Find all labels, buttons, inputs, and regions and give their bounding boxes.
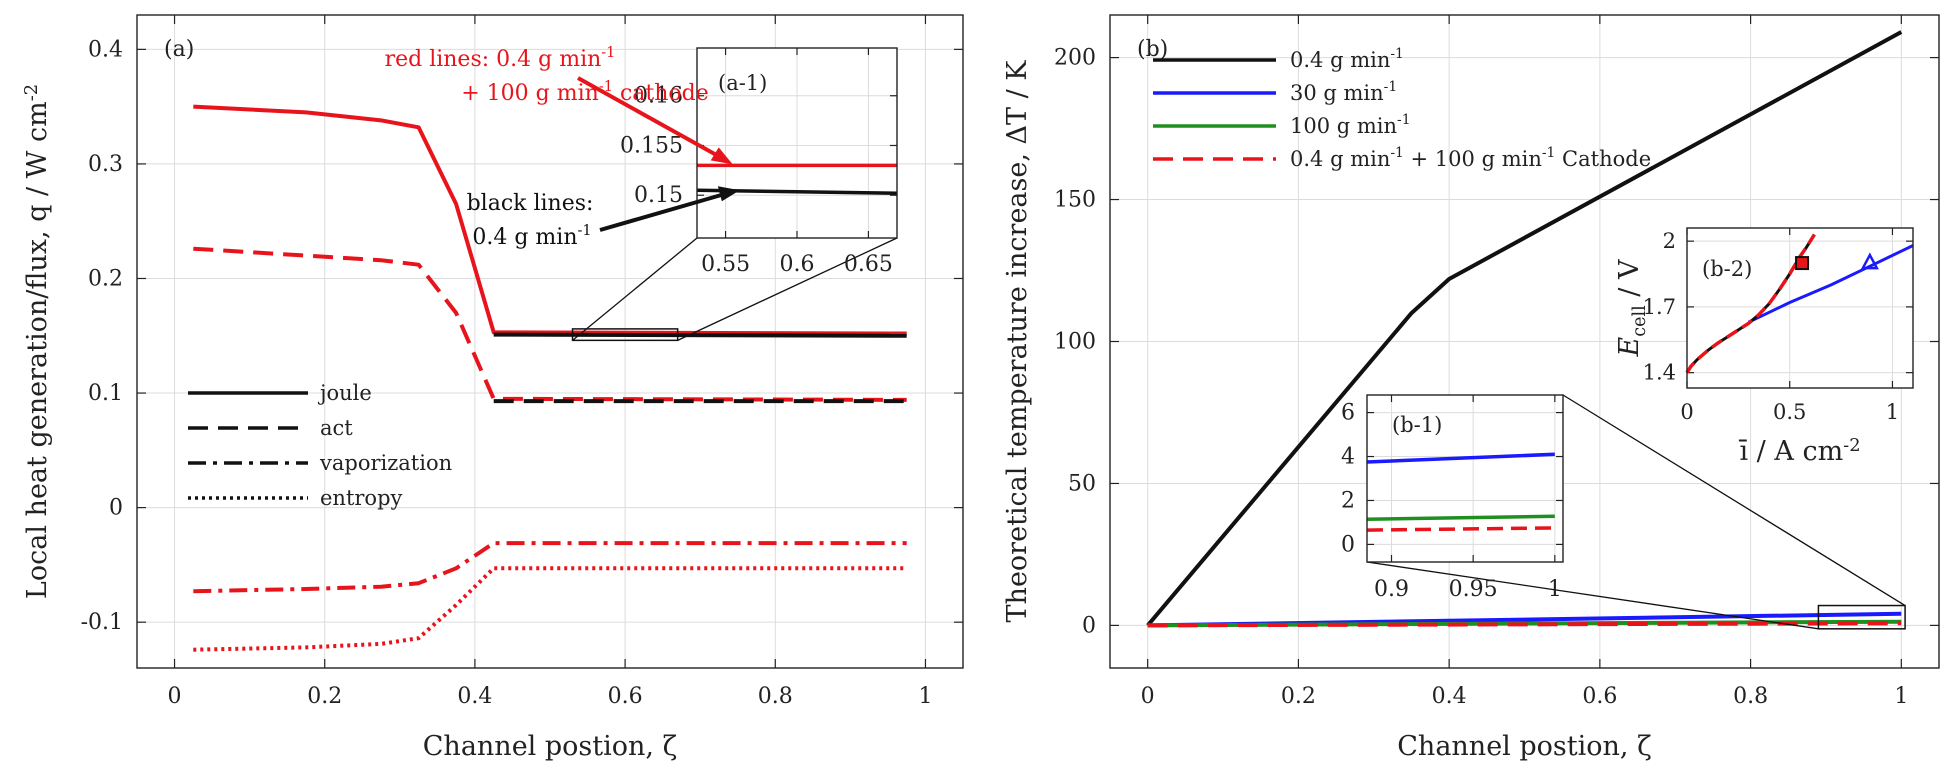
y-tick-label: 0 [1341, 532, 1355, 557]
x-tick-label: 1 [1894, 684, 1908, 709]
zoom-connector [677, 237, 898, 341]
x-axis-label: Channel postion, ζ [1397, 731, 1651, 762]
y-tick-label: 50 [1068, 471, 1096, 496]
x-tick-label: 0.8 [1733, 684, 1768, 709]
legend-label: 0.4 g min-1 [1290, 46, 1404, 72]
zoom-region [1817, 604, 1906, 630]
x-tick-label: 1 [1548, 577, 1562, 602]
series-line [493, 332, 907, 338]
annotation-arrow-black [599, 192, 725, 232]
annotation-black: 0.4 g min-1 [472, 223, 591, 250]
x-axis-label: Channel postion, ζ [423, 731, 677, 762]
x-tick-label: 0 [168, 684, 182, 709]
x-tick-label: 0.4 [1432, 684, 1467, 709]
legend-label: 30 g min-1 [1290, 79, 1397, 105]
y-tick-label: 100 [1054, 330, 1096, 355]
x-tick-label: 1 [1886, 400, 1899, 424]
y-tick-label: -0.1 [81, 610, 123, 635]
panel-a: 0 0.2 0.4 0.6 0.8 1 -0.1 0 0.1 0.2 0.3 0.4 (a) Channe… [21, 14, 964, 762]
y-tick-label: 200 [1054, 46, 1096, 71]
arrowhead-black [717, 186, 740, 202]
y-tick-label: 0 [109, 496, 123, 521]
series-line [193, 566, 907, 652]
x-tick-label: 0 [1680, 400, 1693, 424]
x-tick-label: 0.5 [1773, 400, 1806, 424]
x-tick-label: 0.2 [307, 684, 342, 709]
y-tick-label: 1.4 [1643, 361, 1676, 385]
x-tick-label: 0.4 [457, 684, 492, 709]
x-tick-label: 0.8 [758, 684, 793, 709]
series-line [1147, 621, 1902, 628]
series-line [193, 246, 907, 402]
legend-label: vaporization [319, 451, 452, 475]
inset-y-axis-label: Ecell / V [1614, 259, 1650, 357]
x-tick-label: 0.55 [701, 252, 750, 277]
series-line [193, 541, 907, 594]
inset-label: (a-1) [718, 71, 767, 95]
y-tick-label: 2 [1341, 488, 1355, 513]
legend-label: joule [317, 381, 372, 405]
x-tick-label: 0.6 [780, 252, 815, 277]
inset-x-axis-label: ī / A cm-2 [1738, 435, 1860, 467]
plot-frame-b [1109, 14, 1940, 669]
y-tick-label: 150 [1054, 188, 1096, 213]
zoom-connector [1366, 561, 1819, 630]
y-tick-label: 1.7 [1643, 295, 1676, 319]
y-tick-label: 6 [1341, 401, 1355, 426]
x-tick-label: 0.6 [608, 684, 643, 709]
y-tick-label: 0.16 [634, 84, 683, 109]
series-line [1146, 30, 1903, 627]
x-tick-label: 0.2 [1281, 684, 1316, 709]
y-tick-label: 0 [1082, 613, 1096, 638]
inset-series-line [1685, 233, 1816, 374]
panel-label: (b) [1137, 37, 1168, 62]
series-line [193, 104, 907, 336]
panel-label: (a) [164, 37, 194, 62]
annotation-red: red lines: 0.4 g min-1 [385, 45, 616, 72]
inset-series-line [1366, 526, 1555, 532]
inset-series-line [1366, 452, 1555, 464]
annotation-black: black lines: [467, 191, 594, 216]
inset-label: (b-1) [1392, 413, 1442, 437]
x-tick-label: 0.9 [1374, 577, 1409, 602]
legend-label: entropy [320, 486, 403, 510]
inset-bg [1687, 228, 1913, 388]
x-tick-label: 0.6 [1582, 684, 1617, 709]
y-tick-label: 4 [1341, 445, 1355, 470]
marker-square [1795, 256, 1810, 271]
inset-series-line [1366, 514, 1555, 521]
inset-frame-b2 [1686, 227, 1914, 389]
y-tick-label: 0.2 [88, 266, 123, 291]
x-tick-label: 0.65 [844, 252, 893, 277]
marker-triangle [1860, 252, 1879, 270]
y-tick-label: 2 [1663, 229, 1676, 253]
zoom-connector [572, 237, 698, 341]
y-tick-label: 0.155 [620, 133, 683, 158]
y-tick-label: 0.4 [88, 37, 123, 62]
zoom-connector [1562, 394, 1906, 607]
y-axis-label: Theoretical temperature increase, ΔT / K [1002, 60, 1033, 623]
y-tick-label: 0.3 [88, 152, 123, 177]
x-tick-label: 0.95 [1449, 577, 1498, 602]
legend-label: 100 g min-1 [1290, 112, 1411, 138]
zoom-region [571, 328, 679, 342]
inset-frame-b1 [1366, 394, 1564, 563]
legend-label: 0.4 g min-1 + 100 g min-1 Cathode [1290, 145, 1651, 171]
inset-bg [1367, 395, 1563, 562]
y-tick-label: 0.15 [634, 183, 683, 208]
annotation-arrow-red [577, 76, 722, 160]
annotation-red: + 100 g min-1 cathode [461, 79, 709, 106]
arrowhead-red [710, 147, 733, 165]
x-tick-label: 0 [1141, 684, 1155, 709]
y-tick-label: 0.1 [88, 381, 123, 406]
x-tick-label: 1 [918, 684, 932, 709]
plot-frame-a [136, 14, 964, 669]
inset-series-line [1747, 244, 1914, 324]
y-axis-label: Local heat generation/flux, q / W cm-2 [21, 84, 53, 599]
inset-label: (b-2) [1702, 257, 1752, 281]
legend-label: act [320, 416, 353, 440]
